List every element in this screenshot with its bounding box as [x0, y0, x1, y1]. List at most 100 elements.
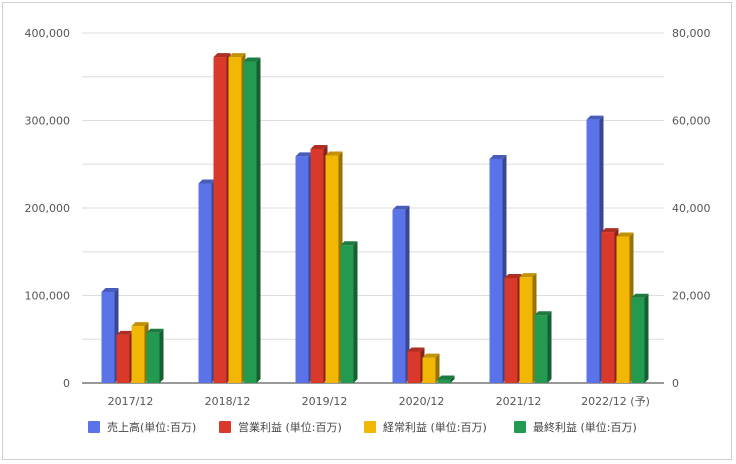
bar-front	[228, 57, 242, 383]
bar	[437, 375, 455, 383]
bar-top	[407, 347, 425, 352]
bar-front	[310, 148, 324, 383]
left-axis-tick-label: 0	[63, 377, 70, 390]
left-axis-tick-label: 200,000	[25, 202, 71, 215]
legend-item: 営業利益 (単位:百万)	[219, 420, 342, 434]
left-axis-tick-label: 100,000	[25, 290, 71, 303]
bar-top	[489, 155, 507, 159]
bar-top	[146, 328, 164, 333]
bar-side	[353, 241, 358, 383]
bar	[198, 179, 216, 383]
bar-top	[437, 375, 455, 380]
legend-swatch	[514, 421, 526, 433]
bars	[101, 53, 649, 383]
bar-top	[198, 179, 216, 184]
right-axis-tick-label: 40,000	[672, 202, 711, 215]
left-axis-tick-label: 400,000	[25, 27, 71, 40]
bar-front	[616, 236, 630, 383]
bar-side	[159, 328, 164, 383]
bar-front	[489, 159, 503, 383]
bar-top	[243, 57, 261, 62]
bar-front	[340, 245, 354, 383]
bar	[616, 232, 634, 383]
bar-top	[101, 288, 119, 292]
x-axis-tick-label: 2019/12	[302, 395, 348, 408]
x-axis-tick-label: 2020/12	[399, 395, 445, 408]
legend-swatch	[364, 421, 376, 433]
bar	[228, 53, 246, 383]
bar-front	[325, 155, 339, 383]
legend-label: 売上高(単位:百万)	[107, 420, 196, 434]
bar	[601, 228, 619, 383]
bar-side	[450, 375, 455, 383]
left-axis-tick-label: 300,000	[25, 115, 71, 128]
bar	[243, 57, 261, 383]
bar-front	[243, 61, 257, 383]
bar	[534, 311, 552, 383]
bar	[422, 353, 440, 383]
bar-front	[407, 351, 421, 383]
x-axis-tick-label: 2021/12	[496, 395, 542, 408]
left-axis-ticks: 0 100,000 200,000 300,000 400,000	[25, 27, 71, 390]
legend-label: 経常利益 (単位:百万)	[383, 420, 487, 434]
bar-front	[601, 232, 615, 383]
legend-item: 売上高(単位:百万)	[88, 420, 196, 434]
right-axis-ticks: 0 20,000 40,000 60,000 80,000	[672, 27, 711, 390]
bar	[504, 274, 522, 383]
bar-top	[519, 273, 537, 278]
bar-side	[256, 57, 261, 383]
bar	[295, 152, 313, 383]
bar-top	[601, 228, 619, 233]
bar-front	[198, 183, 212, 383]
bar-top	[116, 330, 134, 335]
bar-front	[116, 334, 130, 383]
bar-front	[631, 297, 645, 383]
bar	[586, 115, 604, 383]
x-axis-tick-label: 2018/12	[205, 395, 251, 408]
bar-top	[228, 53, 246, 58]
bar-front	[131, 326, 145, 383]
bar-top	[631, 293, 649, 298]
legend-item: 経常利益 (単位:百万)	[364, 420, 487, 434]
legend-item: 最終利益 (単位:百万)	[514, 420, 637, 434]
bar	[631, 293, 649, 383]
bar-top	[616, 232, 634, 237]
bar-front	[519, 277, 533, 383]
bar-top	[422, 353, 440, 358]
bar	[340, 241, 358, 383]
bar	[116, 330, 134, 383]
bar-front	[213, 57, 227, 383]
bar-side	[405, 205, 410, 383]
bar-top	[295, 152, 313, 157]
bar	[146, 328, 164, 383]
bar-side	[547, 311, 552, 383]
x-axis-tick-label: 2022/12 (予)	[581, 395, 650, 408]
bar-top	[325, 151, 343, 156]
bar-top	[504, 274, 522, 278]
bar-top	[534, 311, 552, 316]
bar-top	[131, 322, 149, 327]
bar-front	[422, 357, 436, 383]
legend-swatch	[88, 421, 100, 433]
bar	[407, 347, 425, 383]
gridlines	[82, 32, 664, 384]
x-axis-ticks: 2017/12 2018/12 2019/12 2020/12 2021/12 2022/…	[108, 395, 650, 408]
right-axis-tick-label: 60,000	[672, 115, 711, 128]
bar	[392, 205, 410, 383]
bar	[131, 322, 149, 383]
right-axis-tick-label: 0	[672, 377, 679, 390]
bar-top	[586, 115, 604, 120]
x-axis-tick-label: 2017/12	[108, 395, 154, 408]
bar	[213, 53, 231, 383]
bar-side	[435, 353, 440, 383]
right-axis-tick-label: 20,000	[672, 290, 711, 303]
legend-label: 最終利益 (単位:百万)	[533, 420, 637, 434]
bar	[325, 151, 343, 383]
bar-front	[392, 209, 406, 383]
bar-front	[101, 292, 115, 383]
bar-top	[213, 53, 231, 58]
legend: 売上高(単位:百万) 営業利益 (単位:百万) 経常利益 (単位:百万) 最終利益 (…	[88, 420, 637, 434]
legend-label: 営業利益 (単位:百万)	[238, 420, 342, 434]
bar-front	[504, 278, 518, 383]
